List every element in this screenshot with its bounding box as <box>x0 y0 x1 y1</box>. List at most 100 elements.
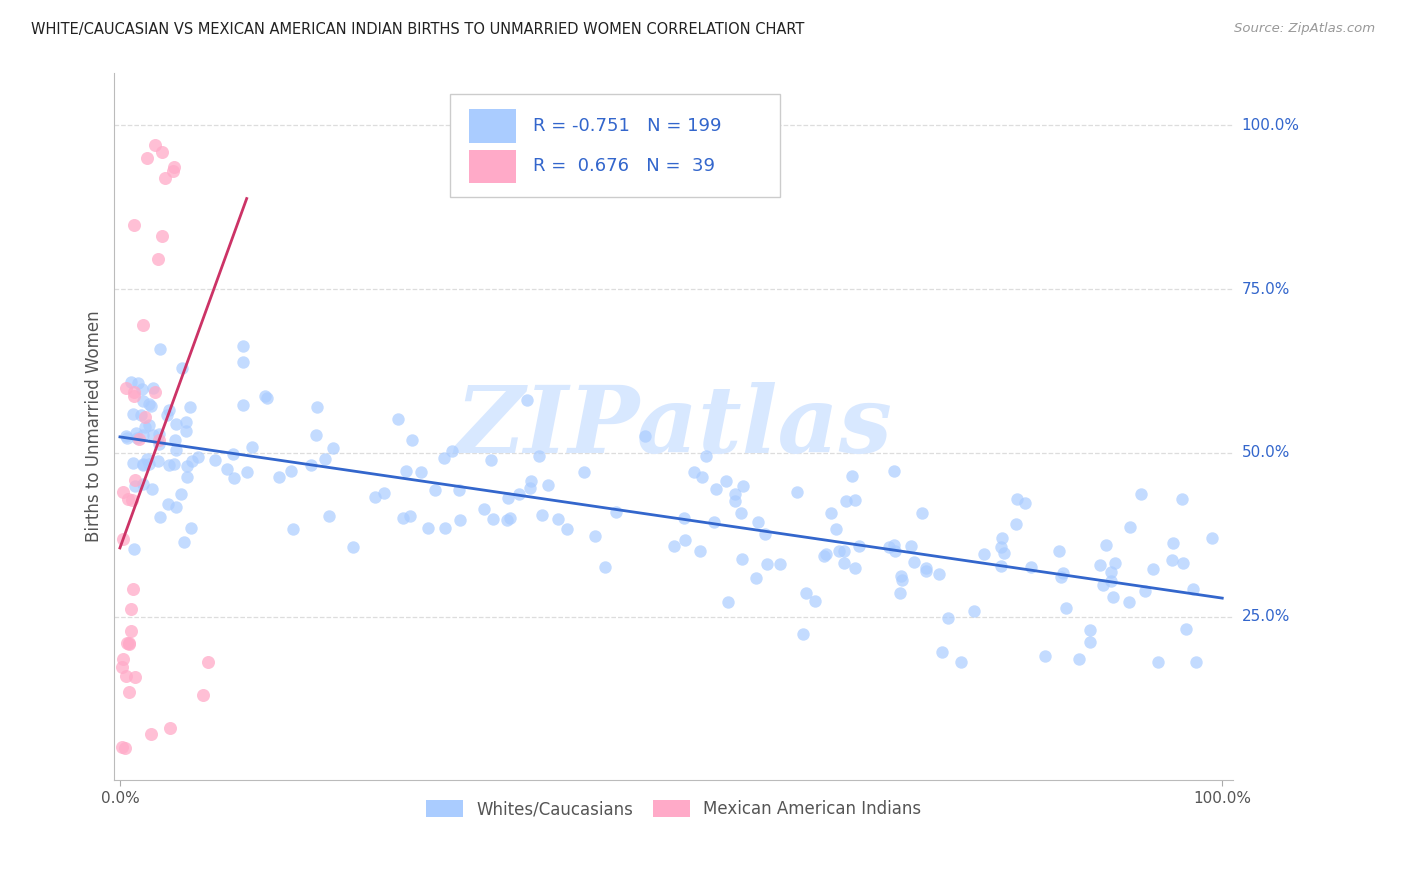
Point <box>844 560 866 574</box>
Point <box>879 540 901 554</box>
Point <box>1185 656 1208 670</box>
Point <box>835 493 858 508</box>
Point <box>583 529 606 543</box>
Point <box>138 457 160 471</box>
Point <box>520 474 543 488</box>
Point <box>174 415 197 429</box>
Point <box>232 398 254 412</box>
Point <box>1094 538 1116 552</box>
Point <box>1101 590 1123 604</box>
Point <box>884 544 907 558</box>
Point <box>915 561 938 575</box>
Point <box>398 508 420 523</box>
Point <box>1052 566 1074 580</box>
Point <box>1099 565 1122 579</box>
Point <box>990 558 1012 573</box>
Point <box>114 669 136 683</box>
Point <box>733 479 755 493</box>
Point <box>148 437 170 451</box>
Point <box>1118 595 1140 609</box>
Point <box>122 385 145 400</box>
Text: ZIPatlas: ZIPatlas <box>456 382 893 472</box>
Point <box>138 418 160 433</box>
Point <box>127 376 149 390</box>
Point <box>180 520 202 534</box>
Point <box>176 470 198 484</box>
Point <box>124 473 146 487</box>
Point <box>530 508 553 522</box>
Point <box>949 656 972 670</box>
Point <box>1133 584 1156 599</box>
Point <box>883 539 905 553</box>
Point <box>136 151 159 165</box>
Point <box>122 541 145 556</box>
Point <box>515 392 537 407</box>
Point <box>305 401 328 415</box>
Point <box>111 739 134 754</box>
Point <box>131 383 153 397</box>
Point <box>714 474 737 488</box>
FancyBboxPatch shape <box>470 110 516 144</box>
Point <box>754 526 776 541</box>
Point <box>111 652 134 666</box>
Text: R =  0.676   N =  39: R = 0.676 N = 39 <box>533 158 714 176</box>
Point <box>883 464 905 478</box>
Point <box>232 355 254 369</box>
Point <box>122 218 145 232</box>
Point <box>889 586 911 600</box>
Point <box>704 482 727 496</box>
Point <box>963 604 986 618</box>
Point <box>132 394 155 409</box>
Point <box>479 453 502 467</box>
Point <box>117 684 139 698</box>
Point <box>1047 544 1070 558</box>
Point <box>165 443 187 458</box>
Point <box>115 431 138 445</box>
Point <box>148 434 170 448</box>
Point <box>187 450 209 465</box>
Point <box>157 497 180 511</box>
Point <box>146 454 169 468</box>
FancyBboxPatch shape <box>470 150 516 184</box>
Point <box>813 549 835 563</box>
Point <box>121 407 143 421</box>
Point <box>482 511 505 525</box>
Point <box>128 432 150 446</box>
Point <box>695 449 717 463</box>
Point <box>496 491 519 506</box>
Point <box>555 522 578 536</box>
Point <box>115 429 138 443</box>
Point <box>1104 556 1126 570</box>
Point <box>672 511 695 525</box>
Point <box>848 539 870 553</box>
Point <box>1067 651 1090 665</box>
Point <box>150 228 173 243</box>
Text: 50.0%: 50.0% <box>1241 445 1289 460</box>
Point <box>1147 656 1170 670</box>
Point <box>1163 536 1185 550</box>
Point <box>993 546 1015 560</box>
Point <box>197 656 219 670</box>
Point <box>318 509 340 524</box>
Point <box>163 433 186 447</box>
Point <box>120 375 142 389</box>
Point <box>111 660 134 674</box>
Text: WHITE/CAUCASIAN VS MEXICAN AMERICAN INDIAN BIRTHS TO UNMARRIED WOMEN CORRELATION: WHITE/CAUCASIAN VS MEXICAN AMERICAN INDI… <box>31 22 804 37</box>
Point <box>165 417 187 432</box>
Point <box>717 595 740 609</box>
Point <box>132 318 155 332</box>
Point <box>364 490 387 504</box>
Point <box>1175 622 1198 636</box>
Point <box>844 493 866 508</box>
Point <box>1092 577 1115 591</box>
Point <box>731 551 754 566</box>
Point <box>938 611 960 625</box>
Point <box>373 486 395 500</box>
Point <box>928 566 950 581</box>
Point <box>134 420 156 434</box>
Point <box>440 443 463 458</box>
Point <box>814 547 837 561</box>
Point <box>1050 570 1073 584</box>
Point <box>423 483 446 497</box>
Point <box>280 464 302 478</box>
